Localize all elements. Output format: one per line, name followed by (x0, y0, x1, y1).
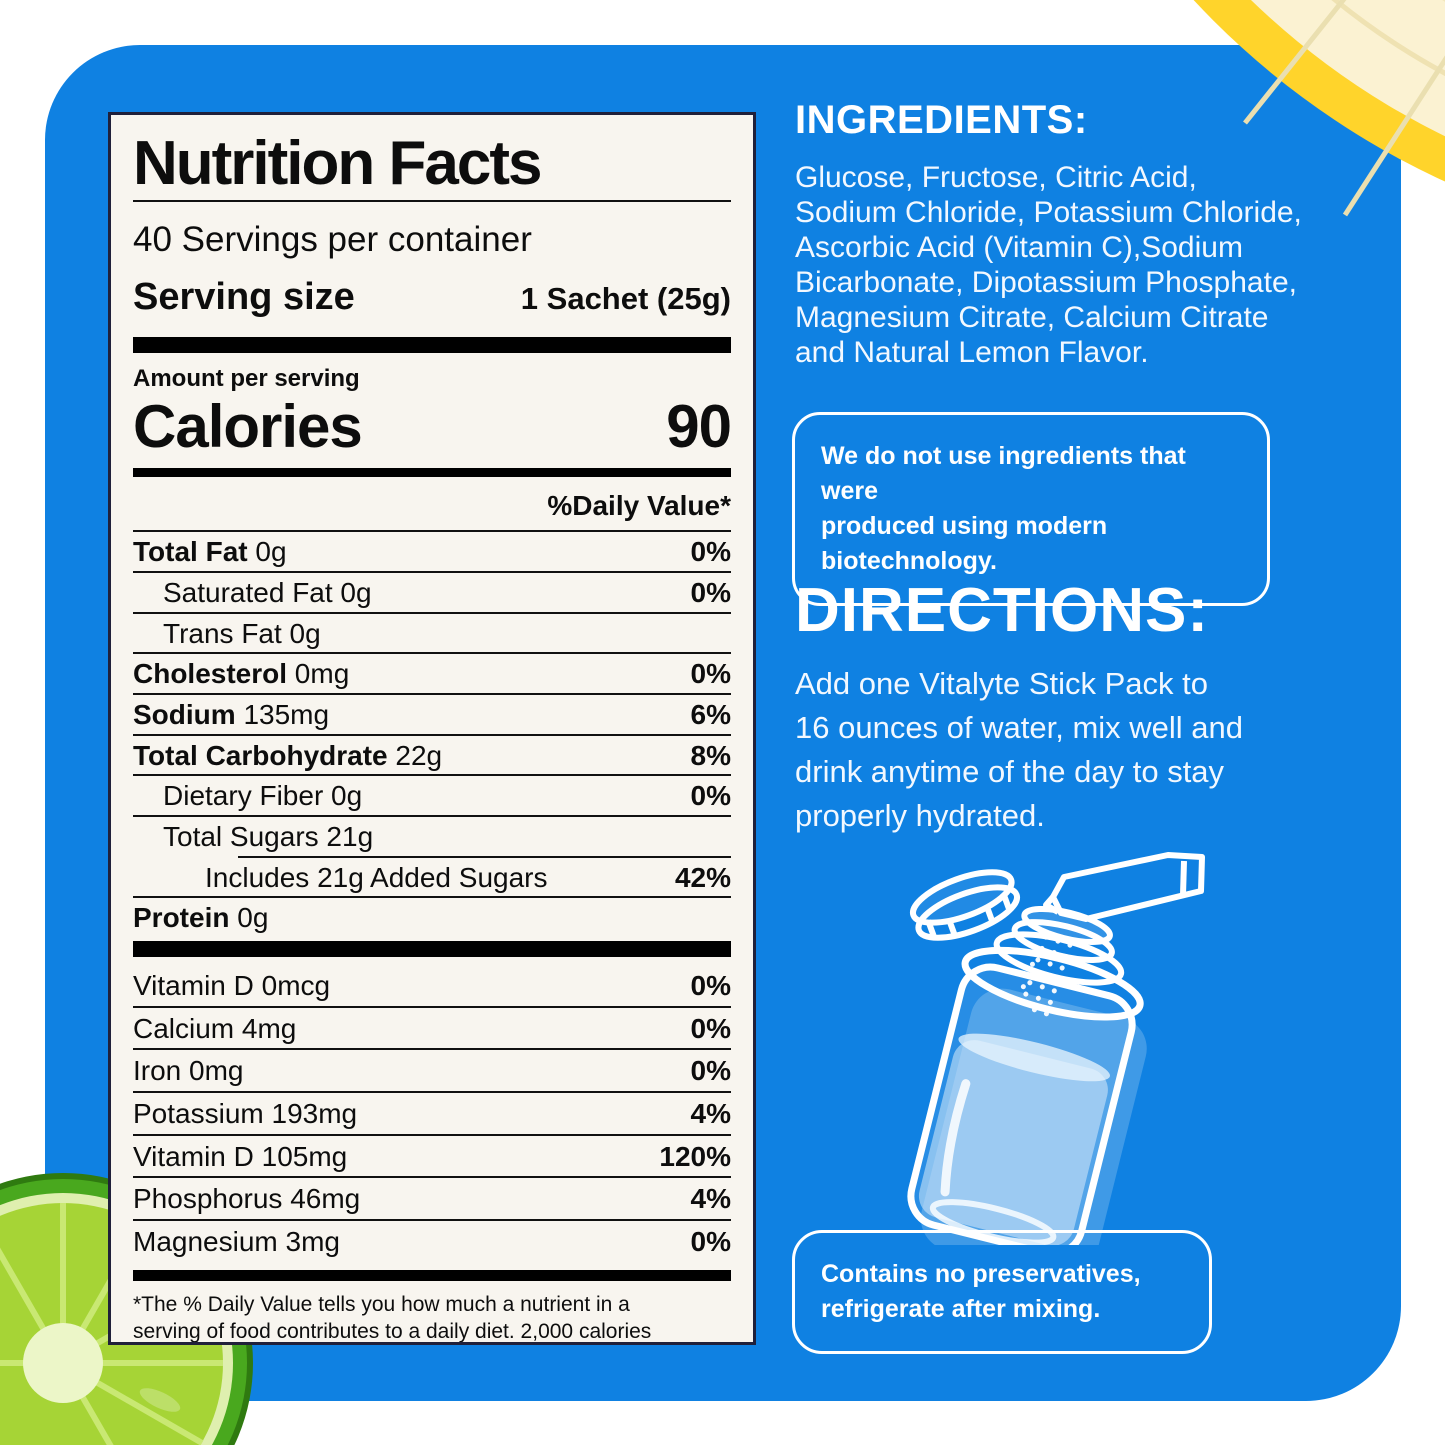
nutrition-row: Potassium 193mg 4% (133, 1097, 731, 1129)
nutrition-row: Includes 21g Added Sugars 42% (205, 861, 731, 893)
nutrition-row: Trans Fat 0g (163, 617, 321, 649)
ingredients-text: Glucose, Fructose, Citric Acid, Sodium C… (795, 161, 1302, 369)
preservatives-callout-box: Contains no preservatives, refrigerate a… (792, 1230, 1212, 1354)
daily-value-header: %Daily Value* (547, 490, 731, 522)
daily-value-footnote: *The % Daily Value tells you how much a … (133, 1292, 652, 1344)
nutrition-row: Saturated Fat 0g 0% (163, 576, 731, 608)
nutrition-row: Magnesium 3mg 0% (133, 1225, 731, 1257)
calories-label: Calories (133, 393, 363, 461)
nutrition-row: Total Fat 0g 0% (133, 536, 731, 568)
nutrition-row: Vitamin D 105mg 120% (133, 1140, 731, 1172)
divider (133, 733, 731, 736)
divider (133, 774, 731, 777)
bottle-cap-icon (909, 869, 1021, 941)
bottle-with-stick-pack-illustration (907, 852, 1205, 1245)
serving-size-label: Serving size (133, 276, 355, 319)
serving-size-row: Serving size 1 Sachet (25g) (133, 266, 731, 333)
biotech-callout-box: We do not use ingredients that were prod… (792, 412, 1270, 606)
divider (133, 1176, 731, 1179)
divider (133, 1090, 731, 1093)
thick-divider (133, 940, 731, 957)
nutrition-row: Total Sugars 21g (163, 820, 374, 852)
nutrition-row: Dietary Fiber 0g 0% (163, 780, 731, 812)
divider (133, 652, 731, 655)
lemon-slice-image (1193, 0, 1445, 217)
nutrition-row: Sodium 135mg 6% (133, 698, 731, 730)
thick-divider (133, 337, 731, 354)
calories-row: Calories 90 (133, 393, 732, 461)
nutrition-facts-title: Nutrition Facts (133, 129, 542, 198)
divider (133, 200, 731, 203)
nutrition-row: Total Carbohydrate 22g 8% (133, 739, 731, 771)
directions-text: Add one Vitalyte Stick Pack to 16 ounces… (795, 666, 1244, 833)
servings-per-container: 40 Servings per container (133, 220, 532, 260)
divider (133, 530, 731, 533)
nutrient-rows: Total Fat 0g 0% Saturated Fat 0g 0% Trans Fa… (133, 532, 731, 937)
divider (133, 692, 731, 695)
nutrition-row: Cholesterol 0mg 0% (133, 658, 731, 690)
divider (133, 1048, 731, 1051)
medium-divider (133, 468, 731, 478)
divider (133, 896, 731, 899)
calories-value: 90 (666, 393, 732, 461)
divider (133, 611, 731, 614)
vitamin-mineral-rows: Vitamin D 0mcg 0% Calcium 4mg 0% Iron 0mg 0% P… (133, 965, 731, 1262)
nutrition-facts-panel: Nutrition Facts 40 Servings per containe… (108, 112, 756, 1345)
nutrition-row: Iron 0mg 0% (133, 1055, 731, 1087)
ingredients-heading: INGREDIENTS: (795, 98, 1088, 142)
divider (238, 855, 731, 858)
nutrition-row: Protein 0g (133, 902, 269, 934)
stick-pack-icon (1043, 852, 1205, 922)
divider (133, 814, 731, 817)
divider (133, 1218, 731, 1221)
nutrition-row: Vitamin D 0mcg 0% (133, 969, 731, 1001)
amount-per-serving-label: Amount per serving (133, 365, 360, 393)
divider (133, 1133, 731, 1136)
directions-heading: DIRECTIONS: (795, 576, 1209, 645)
divider (133, 570, 731, 573)
nutrition-row: Phosphorus 46mg 4% (133, 1183, 731, 1215)
divider (133, 1005, 731, 1008)
serving-size-value: 1 Sachet (25g) (520, 281, 731, 317)
nutrition-row: Calcium 4mg 0% (133, 1012, 731, 1044)
thick-divider (133, 1269, 731, 1281)
